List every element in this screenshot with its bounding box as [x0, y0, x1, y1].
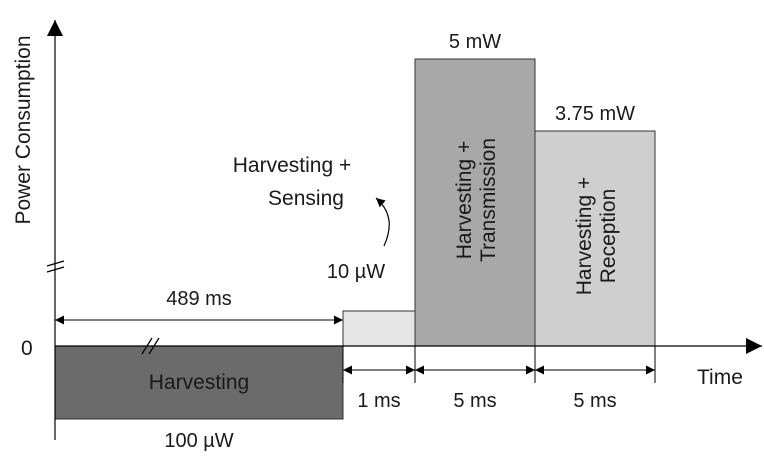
sensing-duration-label: 1 ms [357, 390, 400, 412]
reception-block [534, 130, 656, 347]
transmission-power-label: 5 mW [449, 31, 501, 53]
harvesting-label: Harvesting [149, 371, 249, 394]
harvesting-duration-label: 489 ms [166, 288, 232, 310]
transmission-duration-label: 5 ms [453, 390, 496, 412]
zero-label: 0 [21, 337, 33, 360]
reception-duration-label: 5 ms [573, 390, 616, 412]
reception-power-label: 3.75 mW [555, 103, 635, 125]
sensing-label-line2: Sensing [268, 187, 344, 210]
harvesting-power-label: 100 µW [164, 430, 233, 452]
sensing-block [342, 310, 416, 347]
sensing-pointer-arrow [375, 197, 390, 247]
transmission-label-line2: Transmission [477, 138, 500, 262]
harvesting-block [54, 345, 344, 420]
duration-ticks [342, 346, 656, 383]
reception-label-line1: Harvesting + [573, 177, 596, 295]
y-axis-break [46, 260, 65, 273]
x-axis-label: Time [697, 366, 743, 389]
x-axis-break [141, 337, 160, 355]
y-axis-label: Power Consumption [12, 35, 35, 224]
transmission-label-line1: Harvesting + [453, 141, 476, 259]
transmission-block [414, 58, 536, 347]
sensing-label-line1: Harvesting + [233, 154, 351, 177]
sensing-power-label: 10 µW [327, 261, 385, 283]
reception-label-line2: Reception [597, 189, 620, 284]
